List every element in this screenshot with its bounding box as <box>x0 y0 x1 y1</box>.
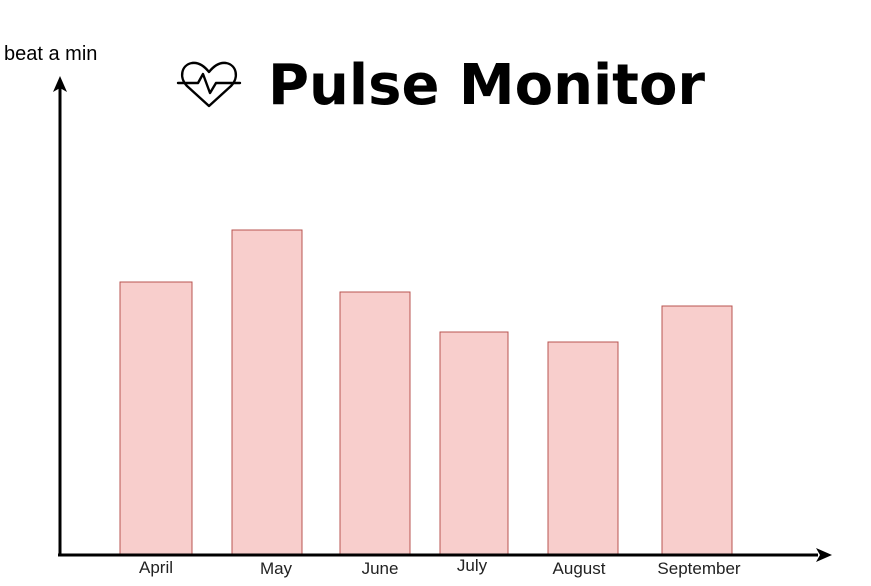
bar-june <box>339 291 411 555</box>
x-axis-arrow <box>816 548 832 562</box>
bar-august <box>547 341 619 555</box>
chart-title: Pulse Monitor <box>268 53 705 118</box>
x-tick-label-august: August <box>553 559 606 578</box>
y-axis-arrow <box>53 76 67 92</box>
x-tick-label-june: June <box>362 559 399 578</box>
x-tick-label-july: July <box>457 556 488 575</box>
category-labels: April May June July August September <box>139 556 741 578</box>
axes <box>53 76 832 562</box>
bar-september <box>661 305 733 555</box>
y-axis-label: beat a min <box>4 43 97 65</box>
bar-may <box>231 229 303 555</box>
bars-group <box>119 229 733 555</box>
x-tick-label-september: September <box>657 559 740 578</box>
x-tick-label-april: April <box>139 558 173 577</box>
bar-july <box>439 331 509 555</box>
x-tick-label-may: May <box>260 559 293 578</box>
heart-pulse-icon <box>176 61 242 108</box>
bar-april <box>119 281 193 555</box>
